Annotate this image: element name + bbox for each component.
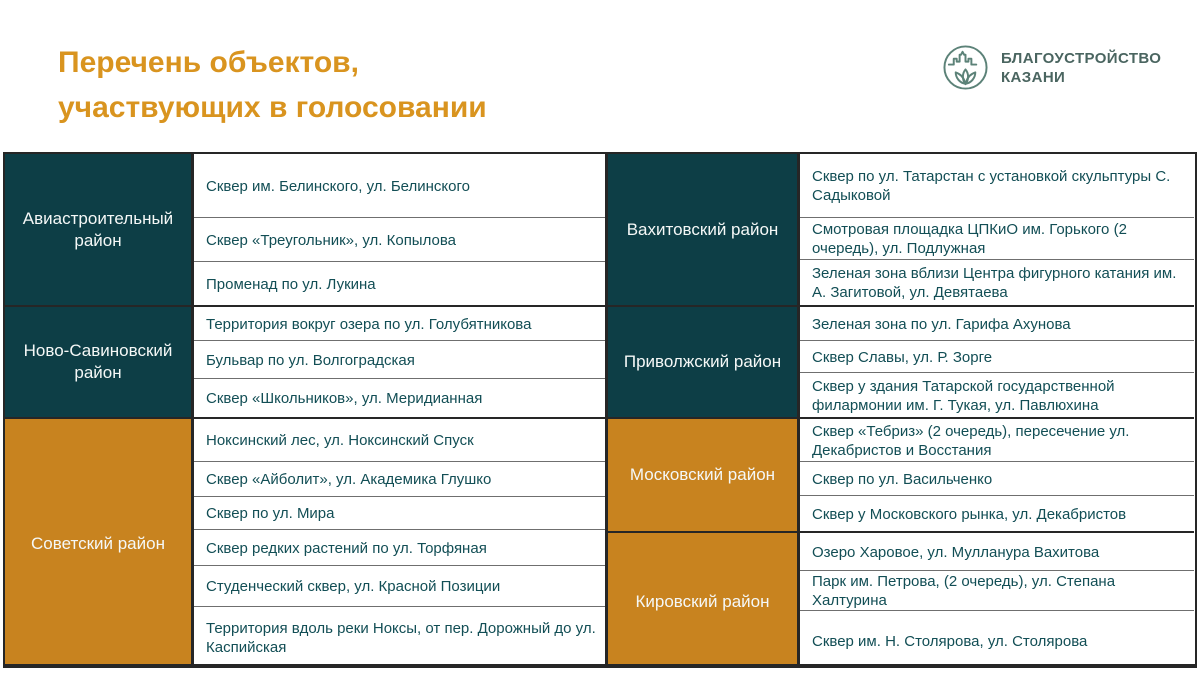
object-text: Сквер по ул. Татарстан с установкой скул…	[812, 168, 1171, 204]
section-novo-savinovsky: Ново-Савиновский район Территория вокруг…	[5, 305, 605, 417]
object-text: Сквер у здания Татарской государственной…	[812, 377, 1115, 414]
section-moskovsky: Московский район Сквер «Тебриз» (2 очере…	[608, 417, 1194, 531]
object-text: Территория вокруг озера по ул. Голубятни…	[206, 315, 532, 333]
object-cell: Озеро Харовое, ул. Мулланура Вахитова	[800, 533, 1194, 570]
object-cell: Территория вдоль реки Ноксы, от пер. Дор…	[194, 606, 605, 664]
object-text: Зеленая зона по ул. Гарифа Ахунова	[812, 315, 1071, 333]
object-text: Сквер «Тебриз» (2 очередь), пересечение …	[812, 422, 1130, 459]
object-cell: Сквер им. Белинского, ул. Белинского	[194, 154, 605, 217]
object-cell: Ноксинский лес, ул. Ноксинский Спуск	[194, 419, 605, 461]
object-text: Озеро Харовое, ул. Мулланура Вахитова	[812, 543, 1100, 561]
objects-table: Авиастроительный район Сквер им. Белинск…	[3, 152, 1197, 668]
object-text: Сквер «Айболит», ул. Академика Глушко	[206, 471, 492, 488]
object-cell: Зеленая зона по ул. Гарифа Ахунова	[800, 307, 1194, 340]
object-text: Бульвар по ул. Волгоградская	[206, 351, 415, 369]
district-cell: Приволжский район	[608, 307, 800, 417]
object-cell: Парк им. Петрова, (2 очередь), ул. Степа…	[800, 570, 1194, 610]
district-cell: Кировский район	[608, 533, 800, 664]
object-text: Смотровая площадка ЦПКиО им. Горького (2…	[812, 221, 1127, 257]
object-cell: Сквер редких растений по ул. Торфяная	[194, 529, 605, 565]
object-text: Сквер у Московского рынка, ул. Декабрист…	[812, 505, 1127, 523]
object-cell: Сквер «Школьников», ул. Меридианная	[194, 378, 605, 417]
object-cell: Сквер им. Н. Столярова, ул. Столярова	[800, 610, 1194, 664]
object-cell: Променад по ул. Лукина	[194, 261, 605, 305]
object-cell: Сквер «Треугольник», ул. Копылова	[194, 217, 605, 261]
object-cell: Сквер у Московского рынка, ул. Декабрист…	[800, 495, 1194, 531]
object-cell: Сквер Славы, ул. Р. Зорге	[800, 340, 1194, 372]
object-cell: Сквер «Тебриз» (2 очередь), пересечение …	[800, 419, 1194, 461]
page-title-line1: Перечень объектов,	[58, 46, 359, 79]
object-text: Зеленая зона вблизи Центра фигурного кат…	[812, 265, 1177, 301]
object-cell: Сквер по ул. Васильченко	[800, 461, 1194, 495]
object-text: Территория вдоль реки Ноксы, от пер. Дор…	[206, 620, 596, 656]
object-cell: Территория вокруг озера по ул. Голубятни…	[194, 307, 605, 340]
object-text: Студенческий сквер, ул. Красной Позиции	[206, 578, 501, 595]
section-aviastroitelny: Авиастроительный район Сквер им. Белинск…	[5, 154, 605, 305]
object-text: Сквер редких растений по ул. Торфяная	[206, 539, 487, 557]
object-text: Парк им. Петрова, (2 очередь), ул. Степа…	[812, 573, 1116, 609]
logo-text: Благоустройство Казани	[1001, 49, 1161, 87]
district-cell: Ново-Савиновский район	[5, 307, 194, 417]
object-text: Сквер им. Н. Столярова, ул. Столярова	[812, 632, 1088, 650]
object-list: Сквер «Тебриз» (2 очередь), пересечение …	[800, 419, 1194, 531]
section-kirovsky: Кировский район Озеро Харовое, ул. Мулла…	[608, 531, 1194, 664]
object-cell: Зеленая зона вблизи Центра фигурного кат…	[800, 259, 1194, 305]
object-list: Ноксинский лес, ул. Ноксинский Спуск Скв…	[194, 419, 605, 664]
district-cell: Вахитовский район	[608, 154, 800, 305]
object-text: Сквер по ул. Мира	[206, 505, 335, 522]
object-text: Сквер «Треугольник», ул. Копылова	[206, 231, 456, 249]
object-list: Сквер им. Белинского, ул. Белинского Скв…	[194, 154, 605, 305]
section-privolzhsky: Приволжский район Зеленая зона по ул. Га…	[608, 305, 1194, 417]
object-list: Озеро Харовое, ул. Мулланура Вахитова Па…	[800, 533, 1194, 664]
object-text: Ноксинский лес, ул. Ноксинский Спуск	[206, 432, 474, 449]
object-text: Сквер Славы, ул. Р. Зорге	[812, 348, 993, 366]
logo-icon	[943, 45, 988, 90]
object-cell: Сквер «Айболит», ул. Академика Глушко	[194, 461, 605, 496]
district-cell: Авиастроительный район	[5, 154, 194, 305]
object-text: Сквер по ул. Васильченко	[812, 470, 993, 488]
section-sovetsky: Советский район Ноксинский лес, ул. Нокс…	[5, 417, 605, 664]
object-list: Сквер по ул. Татарстан с установкой скул…	[800, 154, 1194, 305]
object-cell: Сквер по ул. Мира	[194, 496, 605, 529]
district-cell: Советский район	[5, 419, 194, 664]
district-cell: Московский район	[608, 419, 800, 531]
section-vakhitovsky: Вахитовский район Сквер по ул. Татарстан…	[608, 154, 1194, 305]
object-cell: Сквер у здания Татарской государственной…	[800, 372, 1194, 417]
page-title-line2: участвующих в голосовании	[58, 91, 487, 124]
object-list: Территория вокруг озера по ул. Голубятни…	[194, 307, 605, 417]
object-text: Сквер им. Белинского, ул. Белинского	[206, 177, 470, 195]
table-right-half: Вахитовский район Сквер по ул. Татарстан…	[605, 154, 1194, 664]
logo: Благоустройство Казани	[942, 44, 1161, 91]
object-text: Променад по ул. Лукина	[206, 275, 376, 293]
page-title: Перечень объектов, участвующих в голосов…	[58, 40, 487, 130]
object-cell: Студенческий сквер, ул. Красной Позиции	[194, 565, 605, 606]
logo-text-line1: Благоустройство	[1001, 49, 1162, 67]
object-cell: Смотровая площадка ЦПКиО им. Горького (2…	[800, 217, 1194, 259]
object-text: Сквер «Школьников», ул. Меридианная	[206, 390, 483, 407]
object-cell: Бульвар по ул. Волгоградская	[194, 340, 605, 378]
logo-text-line2: Казани	[1001, 68, 1066, 86]
object-cell: Сквер по ул. Татарстан с установкой скул…	[800, 154, 1194, 217]
object-list: Зеленая зона по ул. Гарифа Ахунова Сквер…	[800, 307, 1194, 417]
table-left-half: Авиастроительный район Сквер им. Белинск…	[5, 154, 605, 664]
